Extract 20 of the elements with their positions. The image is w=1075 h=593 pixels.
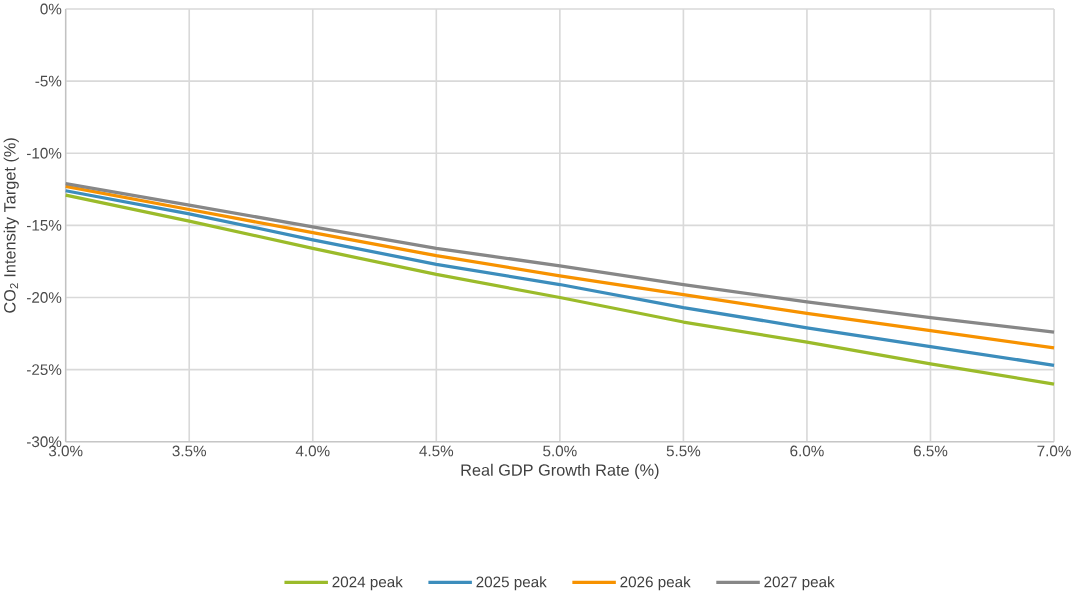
y-tick-label: 0%: [40, 3, 62, 15]
y-tick-label: -25%: [26, 364, 62, 375]
y-tick-label: -15%: [26, 219, 62, 231]
y-axis-title: CO$_{2}$ Intensity Target (%): [3, 138, 19, 313]
y-tick-label: -5%: [35, 75, 62, 87]
x-tick-label: 4.0%: [295, 445, 330, 457]
legend-label: 2027 peak: [764, 576, 835, 591]
x-tick-label: 6.5%: [913, 445, 948, 457]
x-tick-label: 3.5%: [172, 445, 207, 457]
x-tick-label: 5.0%: [543, 445, 577, 457]
legend-label: 2024 peak: [332, 576, 403, 591]
y-tick-label: -10%: [26, 147, 62, 159]
x-tick-label: 6.0%: [790, 445, 824, 457]
y-tick-label: -20%: [26, 292, 62, 303]
x-axis-title: Real GDP Growth Rate (%): [461, 463, 659, 479]
legend-label: 2026 peak: [620, 576, 691, 591]
x-tick-label: 7.0%: [1037, 445, 1071, 457]
legend-label: 2025 peak: [476, 576, 547, 591]
x-tick-label: 4.5%: [419, 445, 454, 457]
x-tick-label: 5.5%: [666, 445, 701, 457]
